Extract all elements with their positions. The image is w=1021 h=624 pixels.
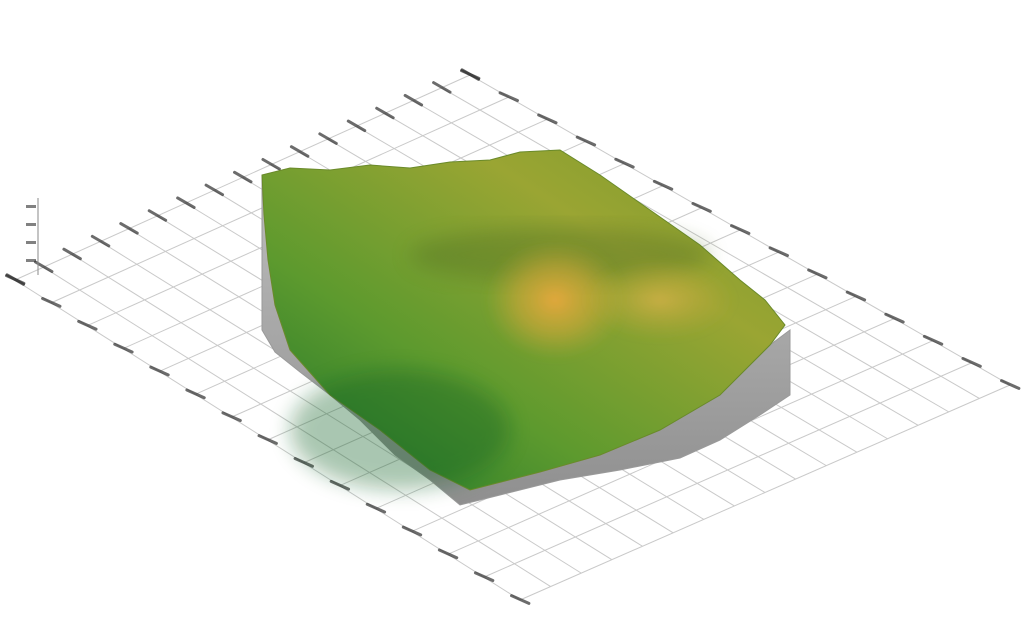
tick-mark xyxy=(614,157,635,169)
z-axis-tick xyxy=(26,223,36,226)
tick-mark xyxy=(401,525,423,537)
tick-mark xyxy=(498,91,519,103)
tick-mark xyxy=(365,502,387,514)
grid-line-v xyxy=(441,87,980,399)
tick-mark xyxy=(329,479,351,491)
tick-mark xyxy=(1000,379,1021,390)
tick-mark xyxy=(41,297,62,308)
tick-mark xyxy=(807,268,828,280)
mound-secondary-icon xyxy=(585,260,735,340)
tick-mark xyxy=(961,357,982,368)
tick-mark xyxy=(845,290,867,302)
z-axis-tick xyxy=(26,241,36,244)
tick-mark xyxy=(5,273,25,286)
tick-mark xyxy=(510,594,531,605)
z-axis-tick xyxy=(26,205,36,208)
tick-mark xyxy=(652,179,674,191)
tick-mark xyxy=(460,68,480,81)
axis-tick-marks xyxy=(5,68,1021,605)
tick-mark xyxy=(884,312,905,324)
tick-mark xyxy=(346,119,367,133)
tick-mark xyxy=(147,209,168,222)
tick-mark xyxy=(113,342,134,354)
tick-mark xyxy=(437,548,459,560)
tick-mark xyxy=(537,113,558,125)
tick-mark xyxy=(90,234,111,248)
tick-mark xyxy=(62,247,82,261)
tick-mark xyxy=(318,132,338,145)
tick-mark xyxy=(233,170,253,184)
tick-mark xyxy=(33,260,54,274)
tick-mark xyxy=(289,145,310,158)
tick-mark xyxy=(922,334,944,346)
tick-mark xyxy=(293,457,314,468)
mound-peak-icon xyxy=(485,240,625,360)
z-axis-tick xyxy=(26,259,36,262)
tick-mark xyxy=(204,183,225,197)
tick-mark xyxy=(77,319,98,331)
tick-mark xyxy=(221,411,242,423)
tick-mark xyxy=(432,81,452,94)
terrain-surface xyxy=(261,149,786,491)
tick-mark xyxy=(575,135,597,147)
tick-mark xyxy=(261,158,281,171)
tick-mark xyxy=(149,365,170,377)
tick-mark xyxy=(176,196,196,209)
tick-mark xyxy=(730,224,751,235)
tick-mark xyxy=(768,246,789,258)
tick-mark xyxy=(375,106,395,120)
tick-mark xyxy=(257,434,278,445)
tick-mark xyxy=(403,93,424,107)
tick-mark xyxy=(119,222,139,235)
tick-mark xyxy=(473,571,495,583)
tick-mark xyxy=(185,388,206,400)
tick-mark xyxy=(691,202,712,213)
